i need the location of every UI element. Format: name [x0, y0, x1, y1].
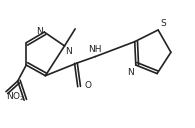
Text: S: S [160, 19, 166, 28]
Text: N: N [66, 47, 72, 56]
Text: NO$_2$: NO$_2$ [6, 91, 25, 103]
Text: NH: NH [88, 45, 102, 54]
Text: N: N [36, 27, 43, 36]
Text: O: O [84, 81, 91, 90]
Text: N: N [127, 68, 134, 77]
